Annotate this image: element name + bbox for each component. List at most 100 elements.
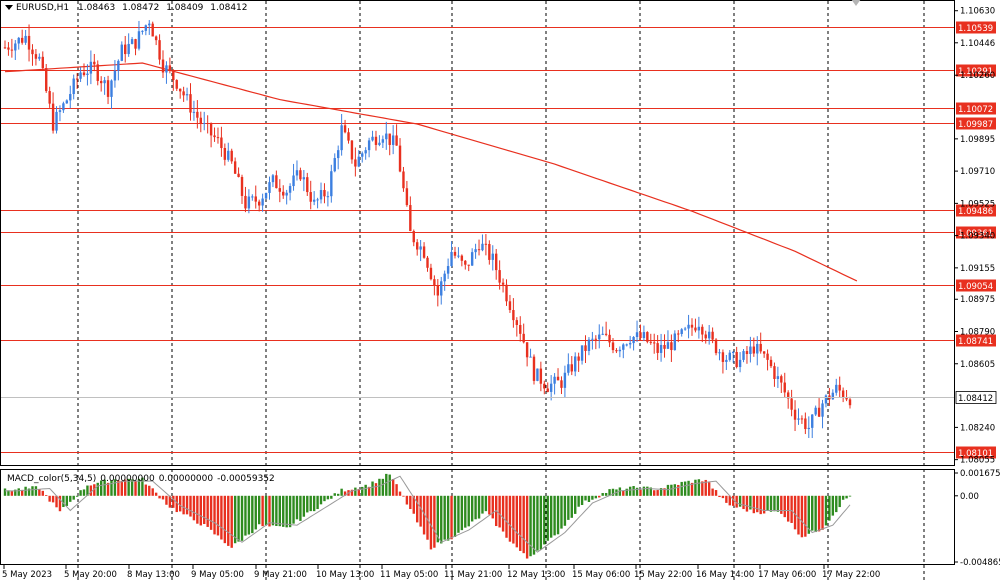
macd-bar	[333, 493, 336, 496]
macd-bar	[165, 495, 168, 505]
macd-bar	[460, 495, 464, 531]
candle-body	[766, 353, 769, 360]
macd-bar	[793, 495, 797, 530]
one-click-trading-icon[interactable]	[851, 0, 861, 6]
macd-bar	[690, 482, 694, 496]
candle-body	[319, 190, 323, 200]
candle-body	[532, 356, 536, 381]
candle-body	[361, 153, 364, 157]
macd-bar	[814, 495, 817, 533]
price-axis-label: 1.08055	[960, 456, 995, 466]
macd-bar	[89, 485, 93, 496]
candle-body	[474, 249, 477, 253]
level-price-label: 1.09054	[958, 282, 993, 292]
candle-body	[178, 88, 182, 92]
candle-body	[148, 23, 151, 26]
candle-body	[110, 80, 113, 97]
macd-bar	[20, 489, 24, 496]
macd-bar	[766, 495, 769, 511]
candle-body	[519, 324, 522, 334]
level-price-tag	[956, 117, 996, 130]
price-axis-label: 1.09340	[960, 232, 995, 242]
candle-body	[457, 255, 460, 257]
chart-header: EURUSD,H1 1.08463 1.08472 1.08409 1.0841…	[16, 3, 248, 13]
main-pane	[0, 0, 955, 466]
level-price-tag	[956, 64, 996, 77]
candle-body	[405, 188, 409, 206]
macd-bar	[192, 495, 196, 521]
candle-body	[446, 266, 450, 274]
candle-body	[642, 332, 646, 339]
macd-bar	[309, 495, 312, 512]
macd-bar	[86, 485, 89, 496]
macd-bar	[704, 479, 707, 496]
candle-body	[433, 279, 436, 286]
candle-body	[237, 173, 240, 177]
candle-body	[182, 91, 185, 96]
candle-body	[419, 246, 422, 250]
candle-body	[151, 23, 154, 37]
candle-body	[704, 334, 707, 339]
candle-body	[350, 140, 354, 160]
price-axis-label: 1.09525	[960, 199, 995, 209]
time-axis-label: 16 May 14:00	[696, 570, 754, 580]
macd-bar	[563, 495, 567, 526]
macd-bar	[714, 490, 718, 496]
current-price-tag	[955, 391, 997, 404]
macd-bar	[354, 487, 357, 496]
macd-bar	[319, 495, 323, 505]
collapse-triangle-icon[interactable]	[5, 5, 13, 10]
macd-bar	[398, 491, 402, 496]
candle-body	[477, 249, 481, 251]
macd-bar	[189, 495, 192, 517]
candle-body	[759, 343, 762, 352]
candle-body	[769, 359, 773, 367]
price-axis-label: 1.08975	[960, 295, 995, 305]
candle-body	[38, 56, 41, 59]
macd-bar	[646, 486, 649, 496]
macd-bar	[824, 495, 828, 526]
candle-body	[738, 359, 742, 368]
candle-body	[14, 43, 17, 51]
moving-average	[4, 62, 858, 282]
candle-body	[141, 30, 144, 32]
macd-bar	[659, 488, 663, 496]
macd-bar	[216, 495, 220, 536]
macd-bar	[683, 481, 687, 496]
macd-bar	[271, 495, 275, 526]
candle-body	[72, 78, 75, 95]
candle-body	[120, 44, 123, 61]
macd-bar	[498, 495, 501, 528]
macd-bar	[443, 495, 446, 540]
macd-bar	[725, 495, 728, 503]
macd-bar	[457, 495, 460, 533]
macd-bar	[804, 495, 807, 537]
candle-body	[416, 242, 419, 250]
candle-body	[635, 332, 639, 338]
macd-bar	[364, 484, 367, 496]
candle-body	[292, 175, 295, 187]
macd-bar	[838, 495, 841, 508]
candle-body	[209, 123, 213, 136]
time-axis: 5 May 2023 5 May 20:00 8 May 13:00 9 May 05…	[2, 565, 880, 580]
macd-bar	[172, 495, 175, 508]
macd-bar	[570, 495, 573, 518]
candle-body	[165, 65, 168, 73]
candle-body	[106, 80, 110, 97]
candle-body	[501, 282, 505, 285]
macd-bar	[663, 488, 666, 496]
macd-bar	[762, 495, 766, 514]
macd-bar	[453, 495, 457, 537]
macd-bar	[206, 495, 209, 527]
macd-bar	[120, 480, 123, 496]
candle-body	[622, 344, 625, 350]
macd-bar	[343, 491, 347, 496]
candle-body	[251, 196, 254, 198]
time-axis-label: 17 May 22:00	[822, 570, 880, 580]
candle-body	[371, 136, 374, 141]
candle-body	[354, 159, 357, 167]
macd-bar	[666, 484, 670, 496]
candle-body	[522, 333, 525, 343]
